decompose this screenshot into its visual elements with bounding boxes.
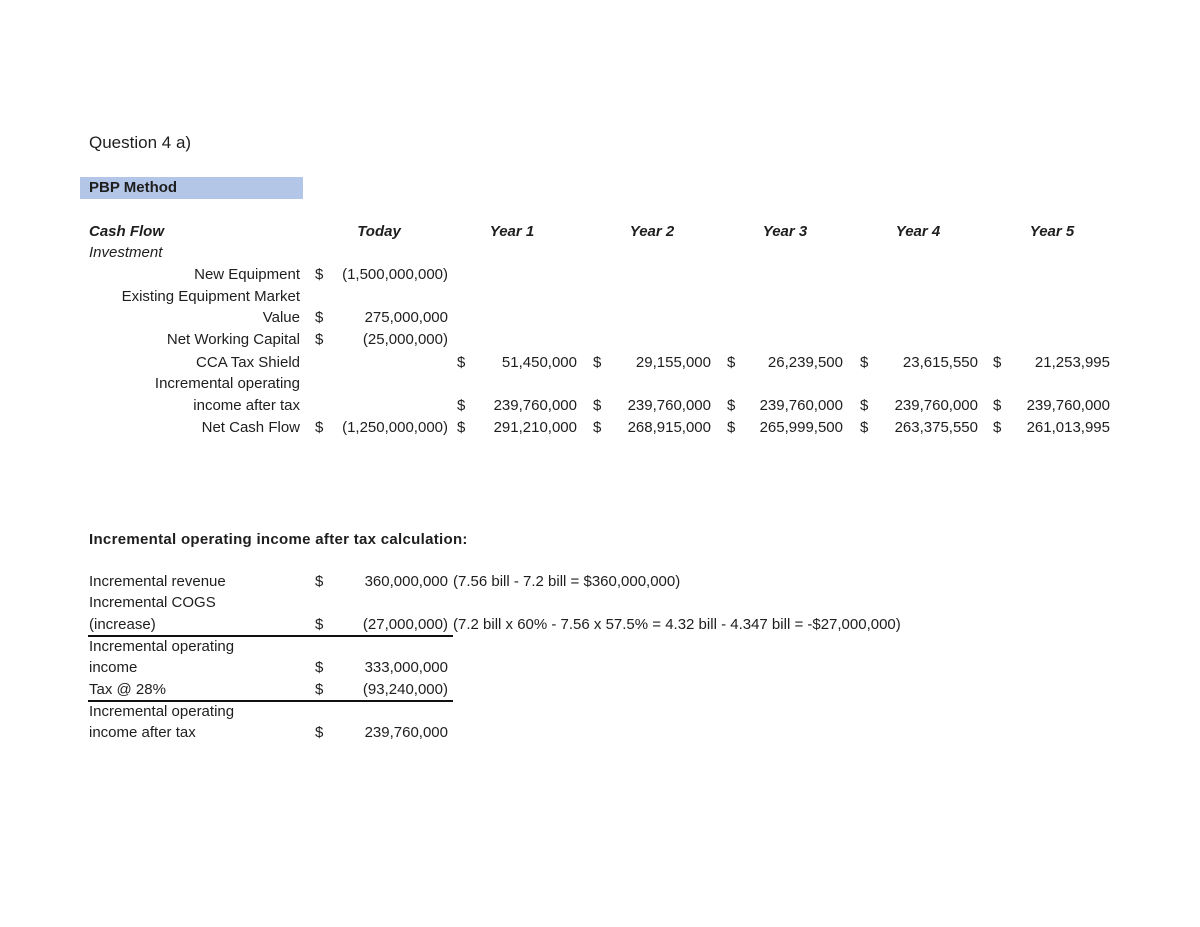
investment-label: Investment — [89, 244, 163, 261]
cell-value: 239,760,000 — [627, 397, 711, 414]
currency-symbol: $ — [315, 573, 324, 590]
currency-symbol: $ — [315, 309, 324, 326]
currency-symbol: $ — [993, 354, 1002, 371]
cell-value: 239,760,000 — [759, 397, 843, 414]
currency-symbol: $ — [727, 354, 736, 371]
section-highlight — [80, 177, 303, 199]
row-label: Net Working Capital — [166, 331, 300, 348]
calc-label: income after tax — [89, 724, 196, 741]
total-underline — [88, 700, 453, 702]
currency-symbol: $ — [860, 419, 869, 436]
column-header: Year 2 — [629, 223, 675, 240]
calc-note: (7.56 bill - 7.2 bill = $360,000,000) — [453, 573, 681, 590]
cell-value: 26,239,500 — [767, 354, 843, 371]
row-label: CCA Tax Shield — [196, 354, 300, 371]
header-cash-flow: Cash Flow — [89, 223, 165, 240]
column-header: Year 3 — [762, 223, 808, 240]
row-label: Net Cash Flow — [201, 419, 300, 436]
cell-value: (1,250,000,000) — [342, 419, 448, 436]
column-header: Today — [357, 223, 401, 240]
total-underline — [88, 635, 453, 637]
calc-label: Incremental revenue — [89, 573, 226, 590]
currency-symbol: $ — [593, 397, 602, 414]
cell-value: 239,760,000 — [894, 397, 978, 414]
calc-label: Incremental COGS — [89, 594, 216, 611]
column-header: Year 4 — [895, 223, 941, 240]
currency-symbol: $ — [860, 397, 869, 414]
currency-symbol: $ — [315, 659, 324, 676]
cell-value: 29,155,000 — [635, 354, 711, 371]
currency-symbol: $ — [593, 419, 602, 436]
calc-value: 239,760,000 — [364, 724, 448, 741]
cell-value: 239,760,000 — [1026, 397, 1110, 414]
calc-label: Tax @ 28% — [89, 681, 166, 698]
cell-value: 51,450,000 — [501, 354, 577, 371]
currency-symbol: $ — [457, 397, 466, 414]
cell-value: 268,915,000 — [627, 419, 711, 436]
currency-symbol: $ — [457, 419, 466, 436]
calc-value: 333,000,000 — [364, 659, 448, 676]
currency-symbol: $ — [457, 354, 466, 371]
row-label: New Equipment — [194, 266, 300, 283]
calc-value: (27,000,000) — [362, 616, 448, 633]
column-header: Year 5 — [1029, 223, 1075, 240]
currency-symbol: $ — [727, 397, 736, 414]
calc-label: Incremental operating — [89, 703, 235, 720]
cell-value: 21,253,995 — [1034, 354, 1110, 371]
cell-value: 261,013,995 — [1026, 419, 1110, 436]
currency-symbol: $ — [593, 354, 602, 371]
currency-symbol: $ — [860, 354, 869, 371]
row-label: Incremental operating — [154, 375, 300, 392]
currency-symbol: $ — [993, 419, 1002, 436]
calc-label: income — [89, 659, 138, 676]
calc-heading: Incremental operating income after tax c… — [89, 531, 468, 548]
cell-value: 23,615,550 — [902, 354, 978, 371]
cell-value: 239,760,000 — [493, 397, 577, 414]
cell-value: (1,500,000,000) — [342, 266, 448, 283]
question-title: Question 4 a) — [89, 133, 192, 152]
calc-value: (93,240,000) — [362, 681, 448, 698]
currency-symbol: $ — [315, 266, 324, 283]
currency-symbol: $ — [315, 331, 324, 348]
section-title: PBP Method — [89, 179, 178, 196]
calc-label: Incremental operating — [89, 638, 235, 655]
calc-note: (7.2 bill x 60% - 7.56 x 57.5% = 4.32 bi… — [453, 616, 901, 633]
currency-symbol: $ — [315, 419, 324, 436]
currency-symbol: $ — [315, 724, 324, 741]
cell-value: (25,000,000) — [362, 331, 448, 348]
calc-label: (increase) — [89, 616, 156, 633]
currency-symbol: $ — [315, 616, 324, 633]
cell-value: 275,000,000 — [364, 309, 448, 326]
cell-value: 265,999,500 — [759, 419, 843, 436]
currency-symbol: $ — [727, 419, 736, 436]
row-label: Existing Equipment Market — [121, 288, 300, 305]
column-header: Year 1 — [489, 223, 535, 240]
cell-value: 291,210,000 — [493, 419, 577, 436]
row-label: Value — [262, 309, 300, 326]
currency-symbol: $ — [993, 397, 1002, 414]
calc-value: 360,000,000 — [364, 573, 448, 590]
currency-symbol: $ — [315, 681, 324, 698]
cell-value: 263,375,550 — [894, 419, 978, 436]
row-label: income after tax — [193, 397, 300, 414]
